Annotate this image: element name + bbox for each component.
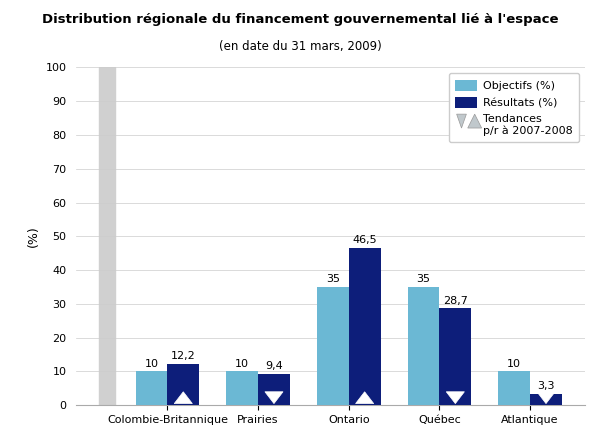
Text: 28,7: 28,7	[443, 296, 468, 306]
Polygon shape	[537, 392, 555, 403]
Legend: Objectifs (%), Résultats (%), Tendances
p/r à 2007-2008: Objectifs (%), Résultats (%), Tendances …	[449, 73, 580, 143]
Bar	[226, 371, 258, 405]
Text: (en date du 31 mars, 2009): (en date du 31 mars, 2009)	[218, 40, 382, 53]
Bar	[136, 371, 167, 405]
Text: 35: 35	[326, 274, 340, 284]
Text: 9,4: 9,4	[265, 361, 283, 371]
Text: 10: 10	[235, 359, 249, 369]
Bar	[530, 394, 562, 405]
Text: 35: 35	[416, 274, 431, 284]
Bar	[408, 287, 439, 405]
Polygon shape	[356, 392, 374, 403]
Bar	[349, 248, 380, 405]
Text: 12,2: 12,2	[171, 352, 196, 361]
Bar	[258, 374, 290, 405]
Polygon shape	[174, 392, 193, 403]
Text: Distribution régionale du financement gouvernemental lié à l'espace: Distribution régionale du financement go…	[42, 13, 558, 26]
Text: 10: 10	[507, 359, 521, 369]
Polygon shape	[446, 392, 464, 403]
Bar	[100, 67, 115, 405]
Bar	[439, 308, 471, 405]
Polygon shape	[265, 392, 283, 403]
Text: 10: 10	[145, 359, 158, 369]
Y-axis label: (%): (%)	[27, 225, 40, 247]
Bar	[499, 371, 530, 405]
Text: 46,5: 46,5	[352, 235, 377, 246]
Text: 3,3: 3,3	[537, 381, 555, 392]
Bar	[317, 287, 349, 405]
Bar	[167, 364, 199, 405]
